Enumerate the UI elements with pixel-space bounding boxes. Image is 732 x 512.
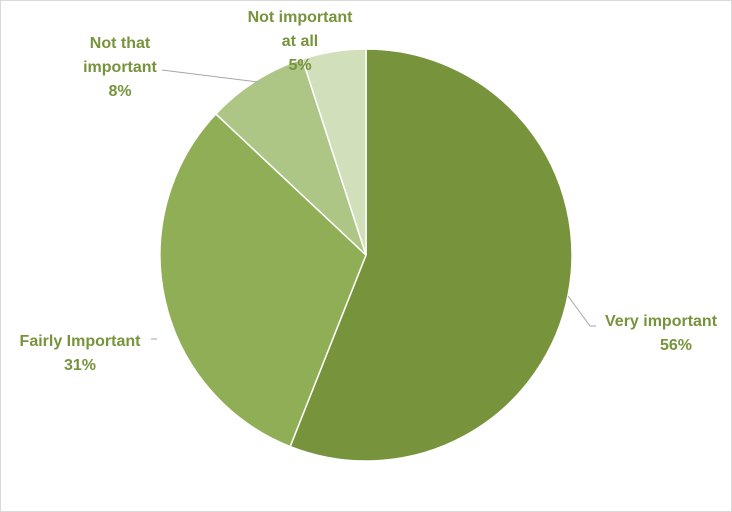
data-label-percent: 5% (288, 57, 311, 74)
data-label-percent: 56% (660, 337, 692, 354)
leader-line (161, 69, 259, 83)
leader-lines (151, 69, 596, 340)
data-label-category: Not that (90, 35, 151, 52)
leader-line (567, 295, 596, 327)
data-label-percent: 8% (108, 83, 131, 100)
pie-slice-not-important-at-all (301, 48, 367, 256)
data-label-percent: 31% (64, 357, 96, 374)
data-label-category: Very important (605, 313, 718, 330)
data-label-category: at all (282, 33, 318, 50)
pie-slices (159, 48, 573, 462)
data-labels: Very important 56% Fairly Important 31% Not … (20, 9, 718, 374)
data-label-category: Not important (248, 9, 354, 26)
data-label-category: important (83, 59, 157, 76)
pie-slice-very-important (289, 48, 573, 462)
pie-slice-fairly-important (159, 112, 367, 448)
pie-slice-not-that-important (214, 58, 367, 256)
data-label-category: Fairly Important (20, 333, 142, 350)
